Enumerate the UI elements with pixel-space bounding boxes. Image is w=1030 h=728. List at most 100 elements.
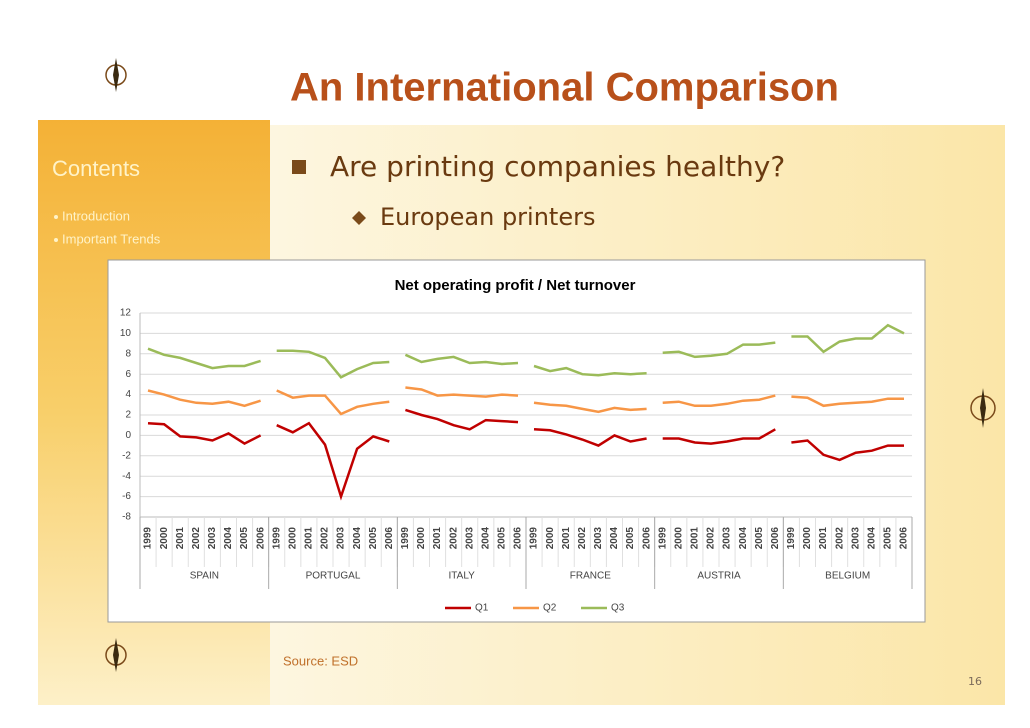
- x-tick-label: 1999: [143, 527, 154, 550]
- y-tick-label: 12: [120, 308, 132, 319]
- x-tick-label: 2006: [770, 527, 781, 550]
- sidebar-dot: [54, 238, 58, 242]
- x-tick-label: 2005: [239, 527, 250, 550]
- x-tick-label: 2000: [159, 527, 170, 550]
- x-tick-label: 2006: [255, 527, 266, 550]
- series-line: [276, 389, 390, 416]
- sidebar-item[interactable]: Introduction: [62, 208, 130, 223]
- x-tick-label: 2005: [754, 527, 765, 550]
- slide-title: An International Comparison: [290, 66, 839, 110]
- series-line: [791, 323, 905, 354]
- x-tick-label: 2002: [448, 527, 459, 550]
- x-tick-label: 2000: [673, 527, 684, 550]
- y-tick-label: 0: [125, 430, 131, 441]
- sidebar-item[interactable]: Important Trends: [62, 231, 161, 246]
- page-number: 16: [968, 675, 982, 688]
- series-line: [533, 401, 647, 414]
- sidebar-dot: [54, 215, 58, 219]
- compass-icon: [105, 58, 996, 672]
- series-line: [405, 386, 519, 398]
- bullet-diamond: [352, 211, 366, 225]
- x-tick-label: 2000: [416, 527, 427, 550]
- x-tick-label: 2001: [818, 527, 829, 550]
- series-line: [147, 389, 261, 408]
- x-tick-label: 2004: [866, 527, 877, 550]
- x-tick-label: 2000: [545, 527, 556, 550]
- chart-title: Net operating profit / Net turnover: [395, 277, 636, 294]
- group-label: BELGIUM: [825, 571, 870, 582]
- x-tick-label: 2005: [625, 527, 636, 550]
- x-tick-label: 2005: [883, 527, 894, 550]
- x-tick-label: 2006: [641, 527, 652, 550]
- series-line: [791, 395, 904, 408]
- series-line: [791, 439, 904, 462]
- series-line: [662, 394, 776, 408]
- x-tick-label: 2003: [464, 527, 475, 550]
- x-tick-label: 2002: [320, 527, 331, 550]
- series-line: [405, 408, 519, 431]
- y-tick-label: 4: [125, 389, 131, 400]
- x-tick-label: 2005: [368, 527, 379, 550]
- x-tick-label: 1999: [786, 527, 797, 550]
- x-tick-label: 2004: [352, 527, 363, 550]
- series-line: [276, 421, 390, 501]
- x-tick-label: 1999: [657, 527, 668, 550]
- group-label: FRANCE: [570, 571, 611, 582]
- group-label: PORTUGAL: [306, 571, 361, 582]
- x-tick-label: 2005: [497, 527, 508, 550]
- x-tick-label: 2001: [175, 527, 186, 550]
- y-tick-label: 6: [125, 369, 131, 380]
- x-tick-label: 2003: [722, 527, 733, 550]
- x-tick-label: 2004: [738, 527, 749, 550]
- x-tick-label: 2006: [899, 527, 910, 550]
- x-tick-label: 2003: [593, 527, 604, 550]
- series-line: [662, 428, 776, 445]
- y-tick-label: -4: [122, 471, 131, 482]
- series-line: [662, 341, 776, 359]
- x-tick-label: 2000: [287, 527, 298, 550]
- bullet-text: Are printing companies healthy?: [330, 150, 785, 183]
- legend-label: Q1: [475, 603, 489, 614]
- x-tick-label: 2006: [384, 527, 395, 550]
- series-line: [404, 353, 519, 366]
- x-tick-label: 2002: [191, 527, 202, 550]
- x-tick-label: 2003: [850, 527, 861, 550]
- series-line: [276, 349, 390, 379]
- sidebar-heading: Contents: [52, 156, 140, 181]
- y-tick-label: 8: [125, 348, 131, 359]
- x-tick-label: 2001: [561, 527, 572, 550]
- y-tick-label: 2: [125, 410, 131, 421]
- x-tick-label: 2004: [609, 527, 620, 550]
- legend-label: Q2: [543, 603, 557, 614]
- x-tick-label: 2001: [432, 527, 443, 550]
- chart-frame: [107, 259, 926, 623]
- y-tick-label: -8: [122, 512, 131, 523]
- source-note: Source: ESD: [283, 653, 358, 668]
- series-line: [533, 428, 647, 447]
- x-tick-label: 1999: [271, 527, 282, 550]
- x-tick-label: 2002: [577, 527, 588, 550]
- x-tick-label: 2004: [223, 527, 234, 550]
- x-tick-label: 2002: [706, 527, 717, 550]
- x-tick-label: 2002: [834, 527, 845, 550]
- series-line: [147, 347, 261, 370]
- y-tick-label: -6: [122, 491, 131, 502]
- series-line: [147, 421, 262, 446]
- y-tick-label: 10: [120, 328, 132, 339]
- x-tick-label: 2001: [304, 527, 315, 550]
- x-tick-label: 2000: [802, 527, 813, 550]
- group-label: SPAIN: [190, 571, 219, 582]
- legend-label: Q3: [611, 603, 625, 614]
- x-tick-label: 2006: [513, 527, 524, 550]
- group-label: ITALY: [449, 571, 476, 582]
- x-tick-label: 2001: [690, 527, 701, 550]
- group-label: AUSTRIA: [697, 571, 741, 582]
- series-line: [533, 364, 647, 377]
- x-tick-label: 1999: [400, 527, 411, 550]
- sub-bullet-text: European printers: [380, 203, 595, 231]
- bullet-square: [292, 160, 306, 174]
- x-tick-label: 2003: [336, 527, 347, 550]
- x-tick-label: 1999: [529, 527, 540, 550]
- x-tick-label: 2003: [207, 527, 218, 550]
